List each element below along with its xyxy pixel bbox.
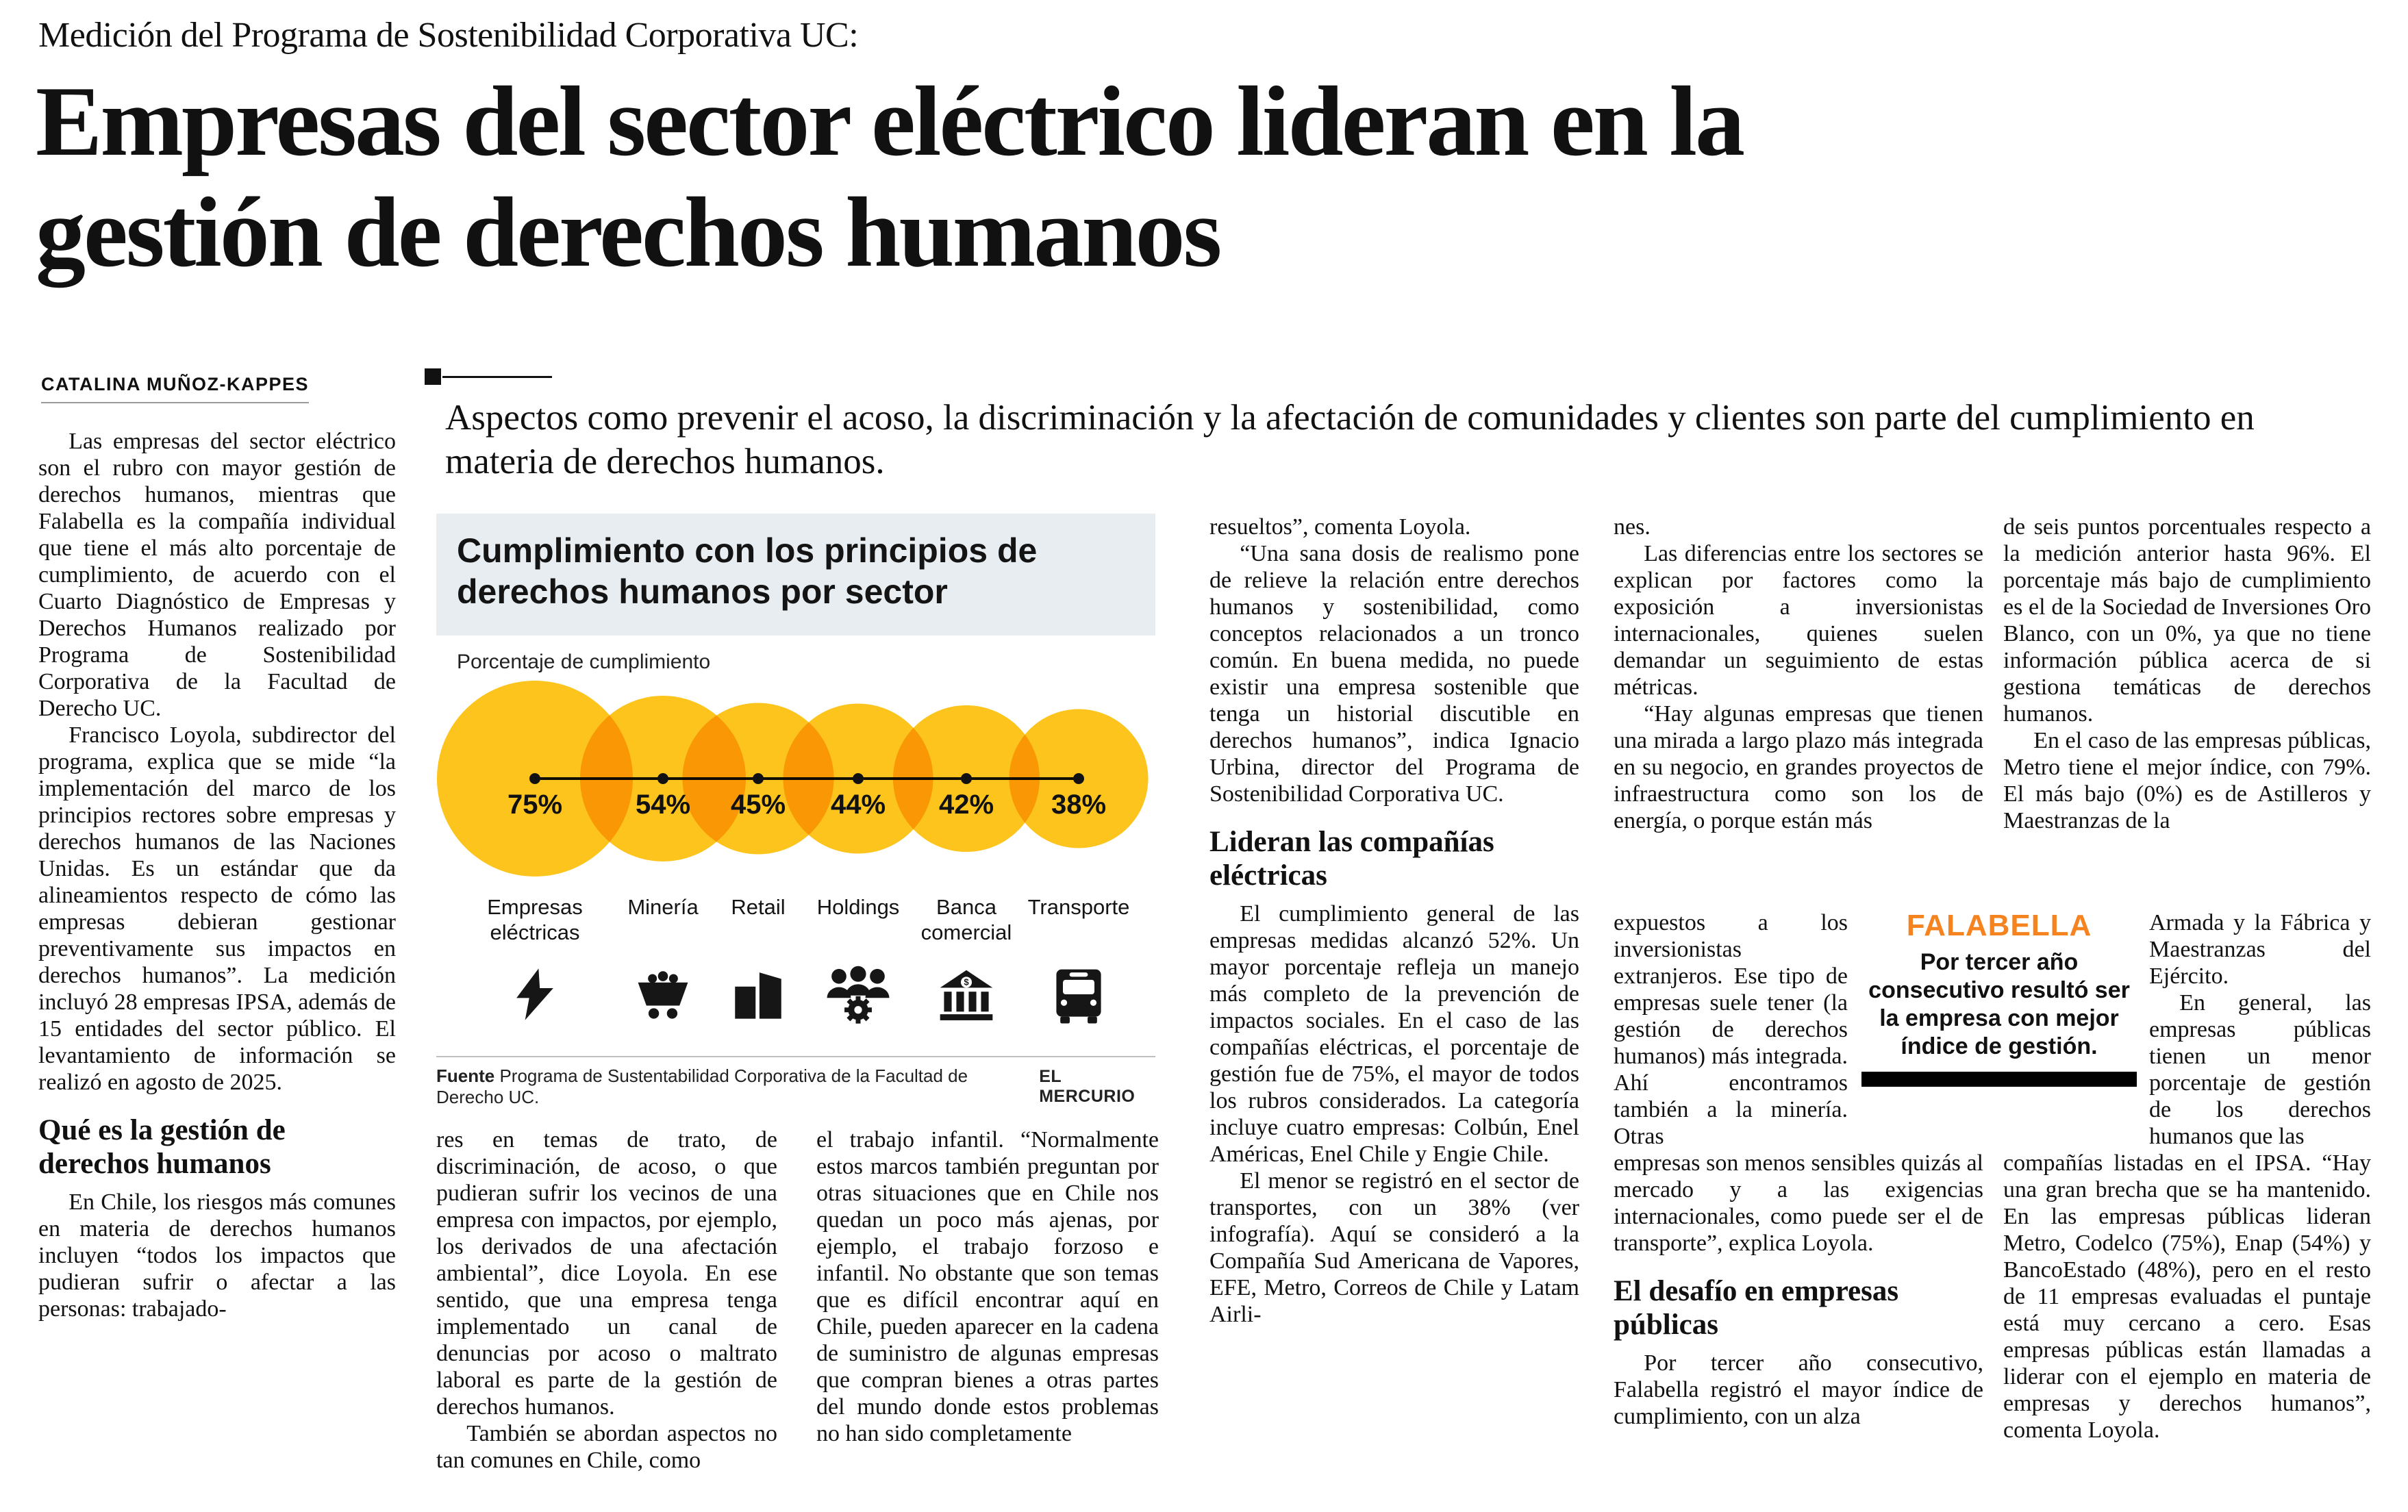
bubble-chart: 75% 54% 45% 44% 42% xyxy=(436,514,1155,897)
byline: CATALINA MUÑOZ-KAPPES xyxy=(41,374,309,403)
bubble-value-label: 54% xyxy=(635,790,691,820)
paragraph: También se abordan aspectos no tan comun… xyxy=(436,1421,777,1473)
falabella-brand: FALABELLA xyxy=(1906,909,2092,942)
body-column-5: nes. Las diferencias entre los sectores … xyxy=(1614,514,1983,1503)
bus-icon xyxy=(1047,963,1110,1026)
lightning-icon xyxy=(505,963,564,1026)
subhead-desafio-publicas: El desafío en empresas públicas xyxy=(1614,1275,1899,1341)
headline-line-1: Empresas del sector eléctrico lideran en… xyxy=(36,66,1745,177)
infographic-source: Fuente Programa de Sustentabilidad Corpo… xyxy=(436,1066,1039,1108)
headline-line-2: gestión de derechos humanos xyxy=(36,177,1222,288)
retail-building-icon xyxy=(727,963,789,1026)
infographic-header-band: Cumplimiento con los principios de derec… xyxy=(436,514,1155,635)
column-segment-narrow: Armada y la Fábrica y Maestranzas del Ej… xyxy=(2149,909,2371,1150)
bubble-center-dot xyxy=(853,773,864,784)
bubble-center-dot xyxy=(753,773,764,784)
deck-marker-rule xyxy=(442,375,552,378)
bubble-center-dot xyxy=(961,773,972,784)
paragraph: “Una sana dosis de realismo pone de reli… xyxy=(1209,541,1579,807)
subhead-lideran-electricas: Lideran las compañías eléctricas xyxy=(1209,826,1494,892)
bubble-value-label: 75% xyxy=(507,790,563,820)
deck-marker-square xyxy=(425,368,441,385)
source-text: Programa de Sustentabilidad Corporativa … xyxy=(436,1066,968,1107)
paragraph: El menor se registró en el sector de tra… xyxy=(1209,1168,1579,1327)
body-column-6: de seis puntos porcentuales respecto a l… xyxy=(2003,514,2371,1503)
paragraph: Francisco Loyola, subdirector del progra… xyxy=(38,722,396,1095)
holdings-people-gear-icon xyxy=(820,963,896,1026)
sector-label: Holdings xyxy=(816,895,900,919)
bubble-value-label: 44% xyxy=(830,790,886,820)
paragraph: expuestos a los inversionistas extranjer… xyxy=(1614,910,1848,1149)
infographic-cumplimiento: Cumplimiento con los principios de derec… xyxy=(436,514,1155,1107)
sector-label: Minería xyxy=(627,895,699,919)
falabella-note: Por tercer año consecutivo resultó ser l… xyxy=(1868,949,2130,1059)
source-label: Fuente xyxy=(436,1066,495,1086)
paragraph: Armada y la Fábrica y Maestranzas del Ej… xyxy=(2149,910,2371,989)
column-segment-narrow: expuestos a los inversionistas extranjer… xyxy=(1614,909,1848,1150)
sector-label: Retail xyxy=(731,895,786,919)
paragraph: En Chile, los riesgos más comunes en mat… xyxy=(38,1189,396,1322)
bubble-value-label: 45% xyxy=(730,790,786,820)
paragraph: nes. xyxy=(1614,514,1651,540)
infographic-title: Cumplimiento con los principios de derec… xyxy=(457,531,1038,611)
paragraph: En el caso de las empresas públicas, Met… xyxy=(2003,728,2371,833)
paragraph: El cumplimiento general de las empresas … xyxy=(1209,901,1579,1167)
bubble-value-label: 42% xyxy=(938,790,994,820)
paragraph: de seis puntos porcentuales respecto a l… xyxy=(2003,514,2371,727)
headline: Empresas del sector eléctrico lideran en… xyxy=(36,66,1745,288)
column-segment: nes. Las diferencias entre los sectores … xyxy=(1614,514,1983,909)
body-column-1: Las empresas del sector eléctrico son el… xyxy=(38,428,396,1498)
mine-cart-icon xyxy=(630,963,696,1026)
deck-marker xyxy=(425,368,552,385)
paragraph: resueltos”, comenta Loyola. xyxy=(1209,514,1471,540)
svg-text:$: $ xyxy=(964,977,969,987)
paragraph: En general, las empresas públicas tienen… xyxy=(2149,990,2371,1149)
falabella-highlight-box: FALABELLA Por tercer año consecutivo res… xyxy=(1861,909,2137,1087)
paragraph: Por tercer año consecutivo, Falabella re… xyxy=(1614,1350,1983,1429)
paragraph: Las empresas del sector eléctrico son el… xyxy=(38,429,396,721)
sector-label: Banca comercial xyxy=(920,895,1012,944)
sector-label: Transporte xyxy=(1027,895,1130,919)
paragraph: Las diferencias entre los sectores se ex… xyxy=(1614,541,1983,700)
body-column-4: resueltos”, comenta Loyola. “Una sana do… xyxy=(1209,514,1579,1503)
bubble-value-label: 38% xyxy=(1051,790,1107,820)
body-column-2: res en temas de trato, de discriminación… xyxy=(436,1126,777,1500)
paragraph: compañías listadas en el IPSA. “Hay una … xyxy=(2003,1150,2371,1443)
deck: Aspectos como prevenir el acoso, la disc… xyxy=(445,398,2255,481)
subhead-que-es-gestion: Qué es la gestión de derechos humanos xyxy=(38,1114,286,1180)
infographic-source-row: Fuente Programa de Sustentabilidad Corpo… xyxy=(436,1056,1155,1108)
body-column-3: el trabajo infantil. “Normalmente estos … xyxy=(816,1126,1159,1500)
falabella-bottom-bar xyxy=(1861,1072,2137,1087)
paragraph: res en temas de trato, de discriminación… xyxy=(436,1127,777,1420)
bubble-center-dot xyxy=(529,773,540,784)
bubble-center-dot xyxy=(657,773,668,784)
column-segment: de seis puntos porcentuales respecto a l… xyxy=(2003,514,2371,909)
paragraph: “Hay algunas empresas que tienen una mir… xyxy=(1614,701,1983,833)
bank-icon: $ xyxy=(933,963,999,1026)
paragraph: empresas son menos sensibles quizás al m… xyxy=(1614,1150,1983,1256)
sector-label: Empresas eléctricas xyxy=(487,895,583,944)
infographic-credit: EL MERCURIO xyxy=(1039,1067,1136,1106)
paragraph: el trabajo infantil. “Normalmente estos … xyxy=(816,1127,1159,1446)
kicker: Medición del Programa de Sostenibilidad … xyxy=(38,16,859,55)
bubble-center-dot xyxy=(1073,773,1084,784)
infographic-subtitle: Porcentaje de cumplimiento xyxy=(457,651,711,673)
